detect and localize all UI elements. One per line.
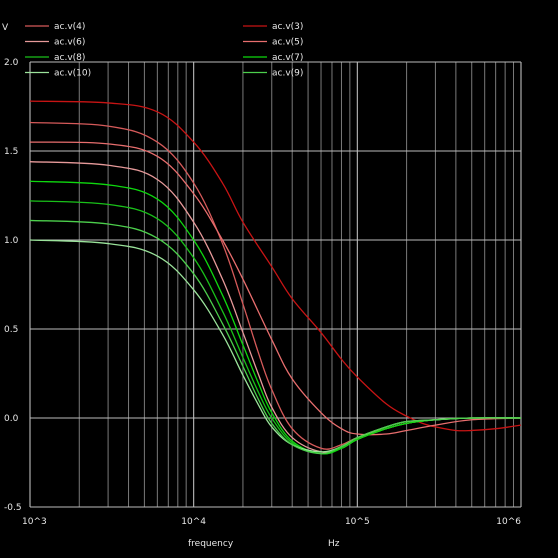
y-tick-label: 1.5 <box>4 147 18 157</box>
legend-label: ac.v(10) <box>54 69 91 79</box>
y-tick-label: 0.0 <box>4 414 19 424</box>
legend-label: ac.v(8) <box>54 53 85 63</box>
x-axis-label: frequency <box>188 539 234 549</box>
legend-label: ac.v(6) <box>54 38 85 48</box>
y-tick-label: 2.0 <box>4 58 19 68</box>
legend-label: ac.v(4) <box>54 22 85 32</box>
series-line-ac-v-5 <box>29 141 522 436</box>
legend-label: ac.v(5) <box>272 38 303 48</box>
x-tick-label: 10^5 <box>345 517 370 527</box>
x-unit-label: Hz <box>328 539 340 549</box>
series-layer <box>29 100 522 455</box>
y-tick-label: -0.5 <box>4 503 22 513</box>
x-tick-label: 10^3 <box>22 517 47 527</box>
series-line-ac-v-3 <box>29 100 522 432</box>
y-unit-label: V <box>2 23 9 33</box>
x-tick-label: 10^6 <box>496 517 521 527</box>
grid <box>29 61 522 508</box>
legend: ac.v(4) ac.v(3) ac.v(6) ac.v(5) ac.v(8) ac.v(… <box>25 22 303 79</box>
x-tick-label: 10^4 <box>181 517 206 527</box>
series-line-ac-v-7 <box>29 180 522 455</box>
series-line-ac-v-9 <box>29 219 522 455</box>
legend-label: ac.v(7) <box>272 53 303 63</box>
legend-label: ac.v(3) <box>272 22 303 32</box>
y-tick-label: 0.5 <box>4 325 18 335</box>
y-tick-label: 1.0 <box>4 236 19 246</box>
axes-labels: V frequency Hz 2.0 1.5 1.0 0.5 0.0 -0.510^3 10… <box>2 23 521 549</box>
legend-label: ac.v(9) <box>272 69 303 79</box>
